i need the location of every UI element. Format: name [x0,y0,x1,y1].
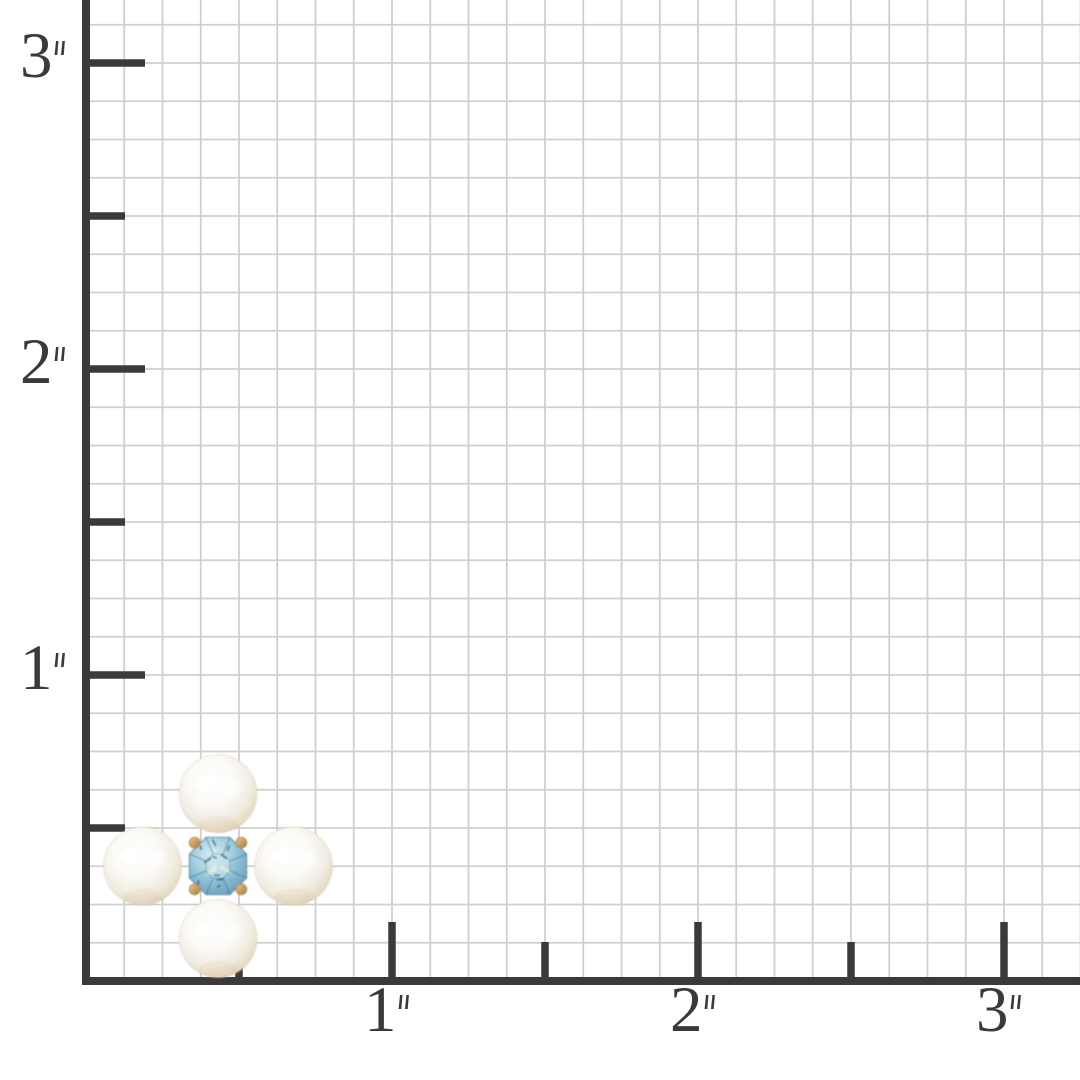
svg-text:2: 2 [670,974,703,1046]
svg-text:1: 1 [20,632,53,704]
svg-text:1: 1 [364,974,397,1046]
svg-text:3: 3 [20,20,53,92]
svg-text:3: 3 [976,974,1009,1046]
svg-text:2: 2 [20,326,53,398]
